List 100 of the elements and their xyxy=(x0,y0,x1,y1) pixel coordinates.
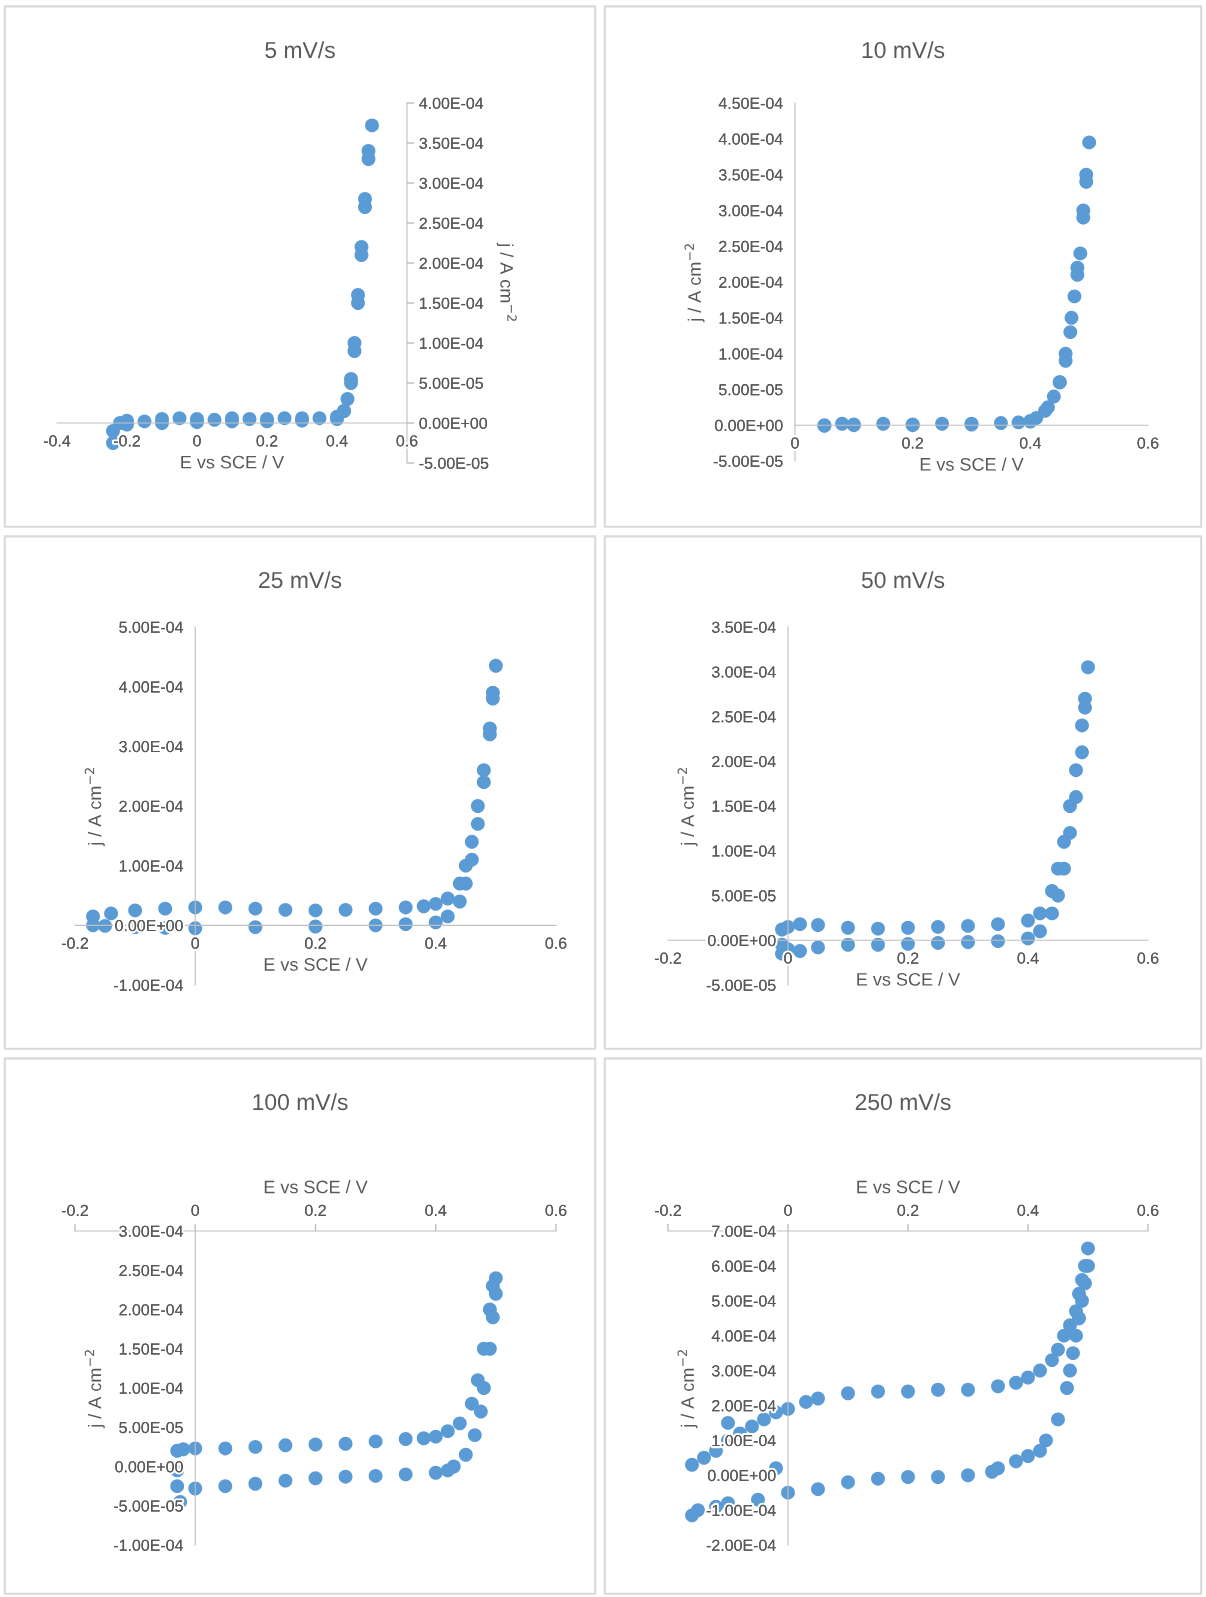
y-tick-label: 5.00E-05 xyxy=(712,890,776,902)
y2-tick-label: 3.50E-04 xyxy=(419,137,484,149)
x-tick-label: 0.6 xyxy=(545,1204,567,1217)
x-tick-label: 0.6 xyxy=(1137,952,1159,964)
y-tick-label: 5.00E-05 xyxy=(119,1421,183,1434)
y2-tick-label: 1.00E-04 xyxy=(420,337,484,349)
y-tick-label: -1.00E-04 xyxy=(706,1504,776,1517)
x-tick-label: 0.2 xyxy=(897,952,919,964)
chart-title: 50 mV/s xyxy=(861,571,945,589)
y-tick-label: -5.00E-05 xyxy=(713,455,783,467)
x-tick-label: 0.6 xyxy=(396,435,418,447)
x-tick-label: 0.4 xyxy=(1017,952,1039,964)
x-tick-label: 0 xyxy=(784,952,792,964)
x-tick-label: -0.2 xyxy=(61,937,88,949)
x-tick-label: 0.2 xyxy=(897,1204,919,1217)
y-tick-label: 1.50E-04 xyxy=(719,312,783,324)
x-tick-label: 0.4 xyxy=(425,937,447,949)
chart-title: 25 mV/s xyxy=(259,571,342,589)
y-tick-label: -5.00E-05 xyxy=(114,1500,183,1512)
y-tick-label: 0.00E+00 xyxy=(714,419,783,432)
y-tick-label: 2.00E-04 xyxy=(712,1400,776,1412)
y2-tick-label: 3.00E-04 xyxy=(419,177,484,189)
y-tick-label: 2.00E-04 xyxy=(119,1304,183,1316)
x-axis-title: E vs SCE / V xyxy=(920,457,1024,471)
x-tick-label: 0 xyxy=(784,1204,792,1217)
y2-tick-label: 2.00E-04 xyxy=(419,257,484,269)
y-tick-label: -1.00E-04 xyxy=(114,979,183,991)
y-tick-label: -2.00E-04 xyxy=(706,1539,776,1551)
y-tick-label: 0.00E+00 xyxy=(115,919,183,932)
x-tick-label: 0.6 xyxy=(1137,437,1159,449)
x-tick-label: 0 xyxy=(191,937,200,949)
y2-tick-label: -5.00E-05 xyxy=(419,457,489,469)
x-tick-label: -0.4 xyxy=(43,435,71,447)
y-tick-label: 1.50E-04 xyxy=(712,800,776,812)
y-tick-label: 0.00E+00 xyxy=(707,934,776,947)
x-tick-label: 0.4 xyxy=(425,1204,447,1217)
x-tick-label: 0.2 xyxy=(256,435,278,447)
y2-tick-label: 5.00E-05 xyxy=(419,377,483,389)
x-axis-title: E vs SCE / V xyxy=(264,1180,368,1194)
y-tick-label: -1.00E-04 xyxy=(114,1539,183,1551)
y-tick-label: 1.50E-04 xyxy=(119,1343,183,1355)
chart-title: 100 mV/s xyxy=(253,1093,348,1111)
y2-axis-title: j / A cm$^{−2}$ xyxy=(496,242,517,321)
y-axis-title: j / A cm$^{−2}$ xyxy=(677,1350,698,1429)
y2-tick-label: 0.00E+00 xyxy=(419,417,488,429)
y2-tick-label: 1.50E-04 xyxy=(420,297,484,309)
y-axis-title: j / A cm$^{−2}$ xyxy=(84,1350,105,1429)
x-tick-label: -0.2 xyxy=(654,952,681,964)
y-tick-label: 4.00E-04 xyxy=(718,133,783,145)
y-tick-label: 4.50E-04 xyxy=(718,97,783,109)
y-tick-label: 3.00E-04 xyxy=(119,740,183,753)
x-tick-label: 0.2 xyxy=(902,437,923,449)
x-tick-label: 0.2 xyxy=(305,937,326,949)
x-axis-title: E vs SCE / V xyxy=(181,455,285,469)
y-tick-label: 2.50E-04 xyxy=(119,1264,183,1277)
y-tick-label: 1.00E-04 xyxy=(712,845,776,857)
y2-tick-label: 4.00E-04 xyxy=(419,97,484,109)
x-axis-title: E vs SCE / V xyxy=(264,957,368,971)
x-tick-label: -0.2 xyxy=(654,1204,681,1217)
y-tick-label: 5.00E-04 xyxy=(712,1295,776,1307)
x-axis-title: E vs SCE / V xyxy=(857,972,961,986)
y-tick-label: 2.50E-04 xyxy=(719,240,783,253)
x-tick-label: 0.4 xyxy=(1019,437,1041,449)
x-tick-label: -0.2 xyxy=(61,1204,88,1217)
x-tick-label: 0 xyxy=(191,1204,200,1217)
chart-title: 5 mV/s xyxy=(265,41,335,59)
x-tick-label: 0.4 xyxy=(326,435,348,447)
y-axis-title: j / A cm$^{−2}$ xyxy=(84,768,105,847)
y-tick-label: 1.00E-04 xyxy=(119,860,183,872)
y-axis-title: j / A cm$^{−2}$ xyxy=(684,244,705,323)
x-tick-label: 0.2 xyxy=(305,1204,326,1217)
y-tick-label: 1.00E-04 xyxy=(719,348,783,360)
y-tick-label: 3.00E-04 xyxy=(711,666,776,678)
x-tick-label: 0 xyxy=(193,435,201,447)
y-tick-label: 1.00E-04 xyxy=(119,1382,183,1394)
y-axis-title: j / A cm$^{−2}$ xyxy=(677,768,698,847)
chart-title: 10 mV/s xyxy=(862,41,945,59)
y-tick-label: 4.00E-04 xyxy=(118,681,183,693)
y-tick-label: -5.00E-05 xyxy=(706,979,776,991)
y-tick-label: 3.00E-04 xyxy=(718,205,783,217)
y-tick-label: 7.00E-04 xyxy=(712,1225,776,1237)
x-tick-label: 0.6 xyxy=(545,937,567,949)
x-tick-label: 0.4 xyxy=(1017,1204,1039,1217)
y-tick-label: 4.00E-04 xyxy=(711,1330,776,1342)
y-tick-label: 2.50E-04 xyxy=(712,711,776,723)
y-tick-label: 2.00E-04 xyxy=(712,755,776,768)
x-axis-title: E vs SCE / V xyxy=(857,1180,961,1194)
y-tick-label: 3.50E-04 xyxy=(711,621,776,633)
x-tick-label: 0.6 xyxy=(1137,1204,1159,1217)
y-tick-label: 5.00E-05 xyxy=(719,384,783,396)
y-tick-label: 0.00E+00 xyxy=(707,1469,776,1482)
y-tick-label: 3.00E-04 xyxy=(119,1225,183,1237)
y-tick-label: 5.00E-04 xyxy=(119,621,183,633)
y-tick-label: 6.00E-04 xyxy=(712,1260,776,1272)
chart-title: 250 mV/s xyxy=(855,1093,951,1111)
y-tick-label: 3.50E-04 xyxy=(718,169,783,181)
x-tick-label: 0 xyxy=(791,437,799,449)
y2-tick-label: 2.50E-04 xyxy=(419,217,484,229)
y-tick-label: 3.00E-04 xyxy=(711,1365,776,1377)
y-tick-label: 2.00E-04 xyxy=(719,276,783,288)
